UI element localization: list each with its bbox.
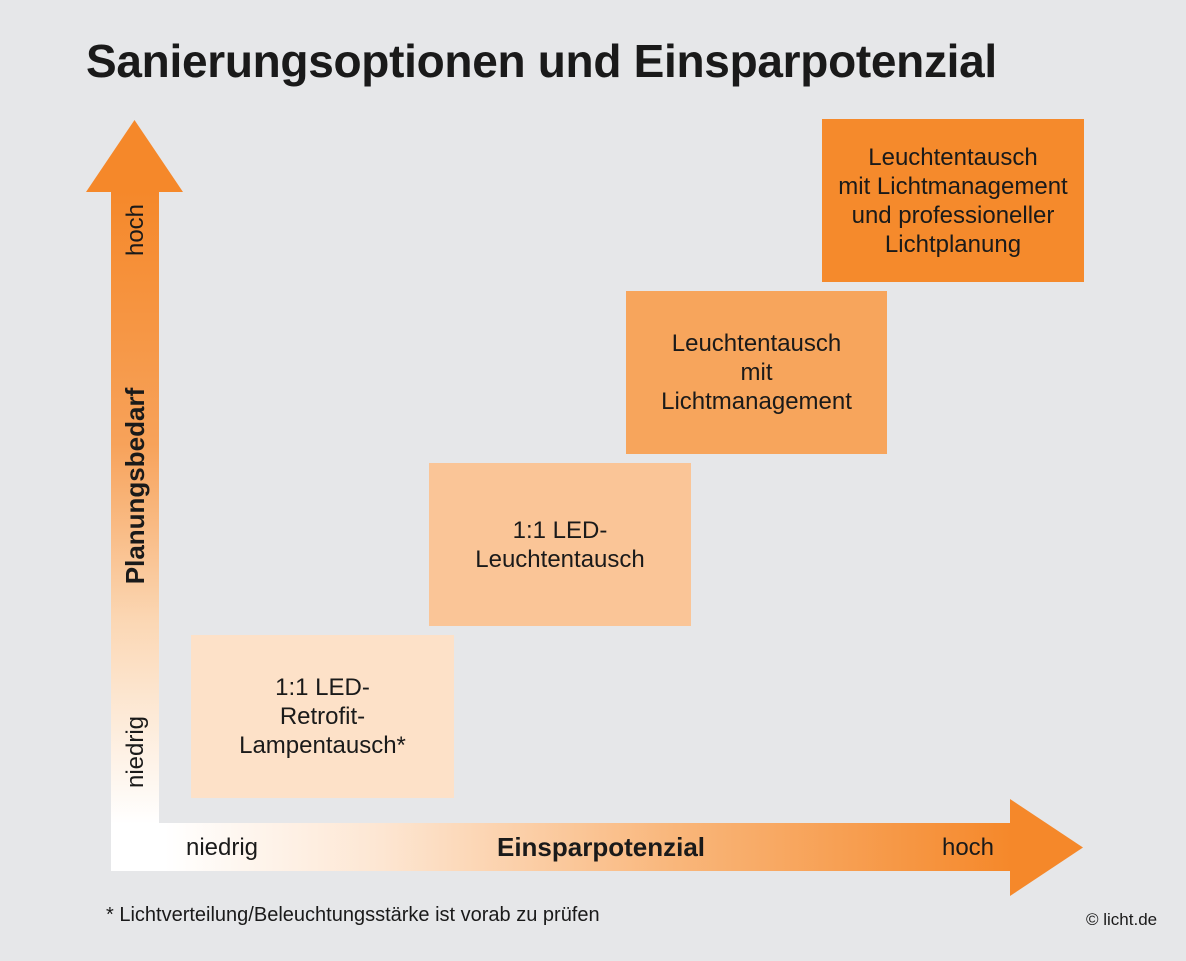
x-axis-low-label: niedrig: [185, 834, 259, 861]
page-title: Sanierungsoptionen und Einsparpotenzial: [86, 35, 997, 87]
option-label: 1:1 LED- Retrofit- Lampentausch*: [239, 674, 406, 759]
copyright: © licht.de: [1086, 910, 1158, 929]
x-axis-arrow-shaft: [111, 823, 1013, 871]
x-axis-high-label: hoch: [941, 834, 995, 861]
footnote: * Lichtverteilung/Beleuchtungsstärke ist…: [106, 904, 600, 926]
option-box-lichtmanagement: Leuchtentausch mit Lichtmanagement: [626, 291, 887, 454]
y-axis-high-label: hoch: [122, 203, 149, 257]
y-axis-arrow-shaft: [111, 190, 159, 824]
option-box-lichtplanung: Leuchtentausch mit Lichtmanagement und p…: [822, 119, 1084, 282]
y-axis-title: Planungsbedarf: [120, 387, 150, 585]
option-label: 1:1 LED- Leuchtentausch: [475, 516, 645, 573]
arrow-right-icon: [1010, 799, 1083, 896]
y-axis-low-label: niedrig: [122, 715, 149, 789]
option-box-led-leuchtentausch: 1:1 LED- Leuchtentausch: [429, 463, 691, 626]
option-label: Leuchtentausch mit Lichtmanagement: [661, 330, 852, 415]
arrow-up-icon: [86, 120, 183, 192]
option-label: Leuchtentausch mit Lichtmanagement und p…: [838, 143, 1068, 258]
x-axis-title: Einsparpotenzial: [496, 832, 706, 862]
option-box-retrofit: 1:1 LED- Retrofit- Lampentausch*: [191, 635, 454, 798]
